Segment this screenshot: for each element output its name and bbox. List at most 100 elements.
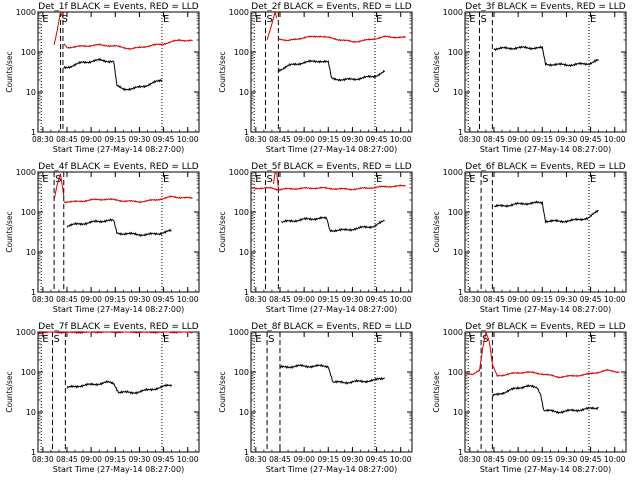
y-tick-label: 1	[458, 448, 463, 457]
event-marker-label: E	[590, 334, 596, 345]
panel-6: Det_6f BLACK = Events, RED = LLD 1 10 100 10…	[432, 162, 627, 314]
x-tick-label: 08:30	[245, 135, 267, 144]
y-tick-label: 1000	[16, 328, 36, 337]
event-marker-label: E	[376, 14, 382, 25]
panel-7: Det_7f BLACK = Events, RED = LLD 1 10 100 10…	[5, 322, 200, 474]
x-tick-label: 09:00	[80, 295, 102, 304]
x-axis-label: Start Time (27-May-14 08:27:00)	[266, 465, 397, 474]
plot-frame	[250, 331, 413, 453]
event-marker-label: E	[255, 334, 261, 345]
panel-9: Det_9f BLACK = Events, RED = LLD 1 10 100 10…	[432, 322, 627, 474]
panel-title: Det_1f BLACK = Events, RED = LLD	[38, 2, 198, 12]
plot-frame	[464, 171, 627, 293]
x-tick-label: 09:15	[104, 295, 126, 304]
event-marker-label: S	[268, 334, 274, 345]
y-tick-label: 1	[244, 448, 249, 457]
x-tick-label: 09:15	[104, 135, 126, 144]
events-series-line	[63, 57, 163, 92]
x-tick-label: 08:45	[269, 295, 291, 304]
x-tick-label: 08:30	[459, 135, 481, 144]
y-axis-label: Counts/sec	[218, 211, 227, 252]
panel-5: Det_5f BLACK = Events, RED = LLD 1 10 100 10…	[218, 162, 413, 314]
y-axis-label: Counts/sec	[218, 371, 227, 412]
events-series-line	[493, 200, 599, 224]
x-tick-label: 08:30	[32, 295, 54, 304]
y-tick-label: 10	[239, 88, 249, 97]
y-tick-label: 1	[244, 128, 249, 137]
x-tick-label: 09:45	[366, 455, 388, 464]
x-tick-label: 09:30	[556, 455, 578, 464]
y-tick-label: 1000	[16, 8, 36, 17]
events-series-line	[493, 45, 599, 68]
panel-2: Det_2f BLACK = Events, RED = LLD 1 10 100 10…	[218, 2, 413, 154]
x-tick-label: 09:30	[342, 295, 364, 304]
x-tick-label: 09:45	[153, 455, 175, 464]
event-marker-label: E	[163, 14, 169, 25]
event-marker-label: S	[480, 14, 486, 25]
y-axis-label: Counts/sec	[432, 211, 441, 252]
panel-title: Det_9f BLACK = Events, RED = LLD	[465, 322, 625, 332]
x-tick-label: 10:00	[604, 295, 626, 304]
x-tick-label: 09:15	[317, 455, 339, 464]
x-tick-label: 09:00	[293, 455, 315, 464]
x-tick-label: 09:45	[153, 295, 175, 304]
y-axis-label: Counts/sec	[432, 371, 441, 412]
event-marker-label: E	[255, 174, 261, 185]
x-tick-label: 08:45	[56, 455, 78, 464]
y-tick-label: 100	[21, 48, 36, 57]
x-tick-label: 09:30	[556, 295, 578, 304]
lld-series-line	[250, 184, 406, 191]
plot-frame	[37, 11, 200, 133]
y-tick-label: 1	[458, 128, 463, 137]
x-tick-label: 08:45	[483, 135, 505, 144]
x-tick-label: 10:00	[604, 135, 626, 144]
events-series-line	[279, 363, 385, 385]
x-tick-label: 09:45	[153, 135, 175, 144]
y-tick-label: 1	[31, 448, 36, 457]
event-marker-label: E	[42, 174, 48, 185]
x-tick-label: 09:45	[580, 295, 602, 304]
x-tick-label: 09:30	[129, 455, 151, 464]
y-tick-label: 1	[458, 288, 463, 297]
x-tick-label: 09:00	[507, 135, 529, 144]
panel-4: Det_4f BLACK = Events, RED = LLD 1 10 100 10…	[5, 162, 200, 314]
x-tick-label: 09:15	[317, 295, 339, 304]
plot-frame	[250, 171, 413, 293]
x-axis-label: Start Time (27-May-14 08:27:00)	[480, 145, 611, 154]
x-tick-label: 09:45	[366, 135, 388, 144]
y-tick-label: 10	[453, 248, 463, 257]
x-tick-label: 10:00	[604, 455, 626, 464]
x-tick-label: 09:00	[80, 135, 102, 144]
y-axis-label: Counts/sec	[5, 211, 14, 252]
x-tick-label: 09:45	[580, 455, 602, 464]
x-tick-label: 09:30	[556, 135, 578, 144]
events-series-line	[66, 379, 173, 395]
event-marker-label: E	[469, 174, 475, 185]
y-tick-label: 10	[453, 88, 463, 97]
event-marker-label: E	[42, 334, 48, 345]
panel-title: Det_7f BLACK = Events, RED = LLD	[38, 322, 198, 332]
events-series-line	[491, 384, 599, 415]
y-tick-label: 1	[31, 128, 36, 137]
panel-title: Det_6f BLACK = Events, RED = LLD	[465, 162, 625, 172]
y-tick-label: 10	[239, 408, 249, 417]
x-tick-label: 08:45	[56, 295, 78, 304]
y-tick-label: 100	[448, 368, 463, 377]
x-tick-label: 10:00	[390, 135, 412, 144]
y-tick-label: 100	[21, 368, 36, 377]
plot-frame	[37, 331, 200, 453]
plot-frame	[37, 171, 200, 293]
event-marker-label: E	[376, 174, 382, 185]
x-tick-label: 08:45	[483, 455, 505, 464]
x-tick-label: 08:30	[32, 135, 54, 144]
x-axis-label: Start Time (27-May-14 08:27:00)	[266, 145, 397, 154]
x-tick-label: 09:45	[366, 295, 388, 304]
events-series-line	[281, 216, 385, 233]
event-marker-label: S	[266, 14, 272, 25]
event-marker-label: S	[482, 334, 488, 345]
y-axis-label: Counts/sec	[432, 51, 441, 92]
x-tick-label: 09:30	[342, 135, 364, 144]
x-tick-label: 09:30	[342, 455, 364, 464]
x-tick-label: 10:00	[390, 455, 412, 464]
event-marker-label: E	[469, 14, 475, 25]
